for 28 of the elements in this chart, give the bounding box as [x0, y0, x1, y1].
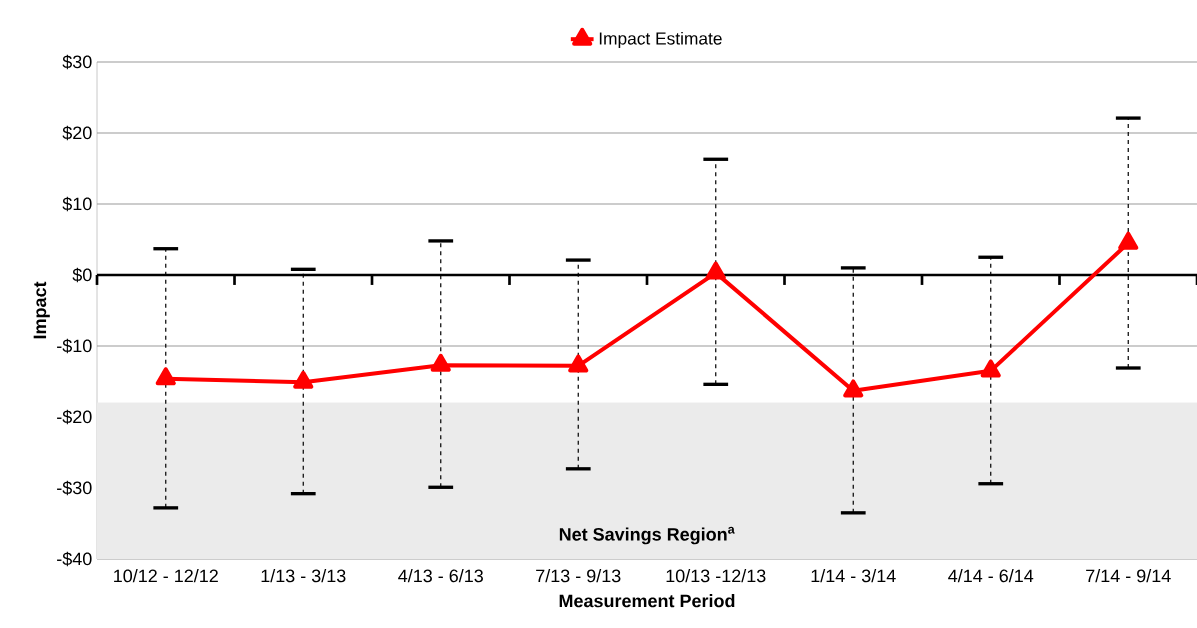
x-tick-label: 4/14 - 6/14 [948, 569, 1034, 583]
y-tick-label: $30 [62, 54, 92, 70]
y-tick-label: -$30 [57, 480, 92, 496]
point [1118, 231, 1139, 250]
point [980, 359, 1001, 378]
y-tick-label: -$40 [57, 551, 92, 567]
x-tick-label: 10/13 -12/13 [666, 569, 766, 583]
legend-label: Impact Estimate [599, 31, 722, 49]
x-tick-label: 10/12 - 12/12 [114, 569, 218, 583]
point [430, 353, 451, 372]
point [705, 261, 726, 280]
y-tick-label: $0 [72, 267, 92, 283]
x-axis-title: Measurement Period [559, 594, 735, 608]
y-tick-label: $10 [62, 196, 92, 212]
x-tick-label: 7/14 - 9/14 [1086, 569, 1171, 583]
y-tick-label: $20 [62, 125, 92, 141]
point [843, 379, 864, 398]
x-tick-label: 4/13 - 6/13 [398, 569, 483, 583]
point [293, 370, 314, 389]
y-tick-label: -$10 [57, 338, 92, 354]
point [568, 354, 589, 373]
point [155, 367, 176, 386]
x-tick-label: 7/13 - 9/13 [536, 569, 621, 583]
band-label: Net Savings Region$^{a}$ [559, 526, 735, 545]
y-tick-label: -$20 [57, 409, 92, 425]
y-axis-title: Impact [33, 281, 50, 339]
x-tick-label: 1/13 - 3/13 [261, 569, 346, 583]
x-tick-label: 1/14 - 3/14 [811, 569, 896, 583]
